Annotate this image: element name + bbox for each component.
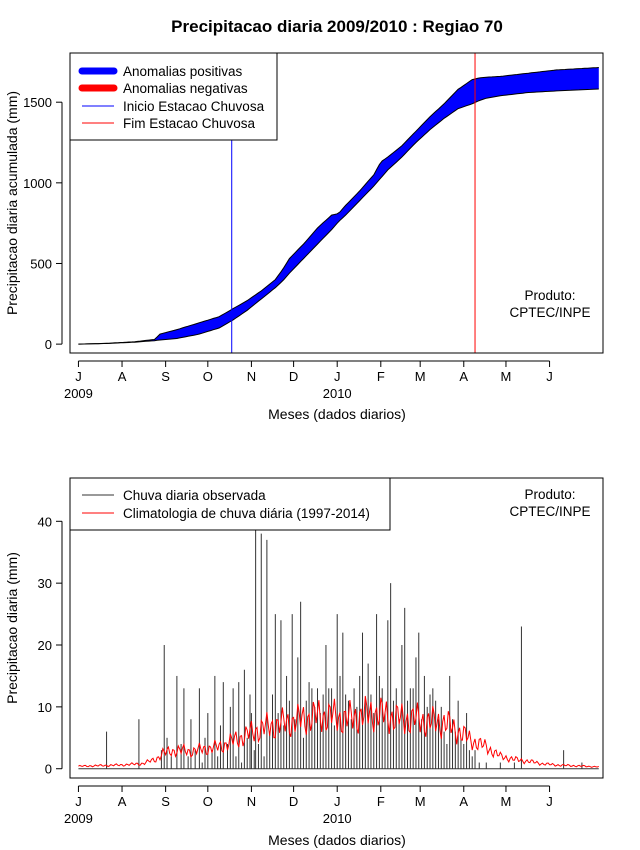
bottom-y-tick-label: 20 — [38, 638, 52, 653]
bottom-y-tick-label: 0 — [45, 762, 52, 777]
figure-title: Precipitacao diaria 2009/2010 : Regiao 7… — [171, 17, 503, 36]
bottom-x-tick-label: M — [415, 794, 426, 809]
legend-label-negative: Anomalias negativas — [123, 81, 248, 96]
bottom-x-tick-label: J — [546, 794, 553, 809]
top-y-axis-label: Precipitacao diaria acumulada (mm) — [4, 91, 20, 315]
top-plot-frame — [69, 52, 604, 354]
top-x-tick-label: M — [415, 369, 426, 384]
top-x-tick-label: J — [75, 369, 82, 384]
climatology-accumulated-line — [78, 88, 599, 345]
top-product-label-line1: Produto: — [524, 288, 575, 303]
bottom-legend-box — [69, 477, 391, 531]
bottom-x-tick-label: J — [334, 794, 341, 809]
bottom-y-axis-label: Precipitacao diaria (mm) — [4, 552, 20, 704]
bottom-x-tick-label: J — [75, 794, 82, 809]
bottom-x-tick-label: F — [377, 794, 385, 809]
bottom-year-label: 2010 — [323, 811, 352, 826]
top-y-tick-label: 1000 — [23, 176, 52, 191]
top-y-tick-label: 0 — [45, 337, 52, 352]
bottom-x-axis-label: Meses (dados diarios) — [268, 832, 406, 848]
top-x-tick-label: N — [247, 369, 256, 384]
top-chart: J A S O N D J F M A M J 2009 2010 0 500 1000 1500 Meses … — [4, 52, 604, 422]
bottom-x-tick-label: A — [459, 794, 468, 809]
bottom-x-tick-label: M — [501, 794, 512, 809]
bottom-product-label-line2: CPTEC/INPE — [509, 504, 590, 519]
top-y-tick-label: 500 — [30, 256, 52, 271]
bottom-x-tick-label: D — [289, 794, 298, 809]
top-year-label: 2009 — [64, 386, 93, 401]
legend-label-climatology: Climatologia de chuva diária (1997-2014) — [123, 506, 370, 521]
bottom-y-tick-label: 30 — [38, 576, 52, 591]
bottom-x-tick-label: O — [203, 794, 213, 809]
climatology-daily-line — [78, 695, 599, 768]
top-legend: Anomalias positivas Anomalias negativas … — [69, 52, 278, 141]
legend-label-start-season: Inicio Estacao Chuvosa — [123, 99, 265, 114]
top-x-tick-label: S — [161, 369, 170, 384]
observed-accumulated-line — [78, 67, 599, 345]
top-x-tick-label: F — [377, 369, 385, 384]
top-x-tick-label: J — [334, 369, 341, 384]
bottom-x-tick-label: N — [247, 794, 256, 809]
top-x-tick-label: A — [459, 369, 468, 384]
bottom-product-label-line1: Produto: — [524, 487, 575, 502]
top-year-label: 2010 — [323, 386, 352, 401]
legend-label-positive: Anomalias positivas — [123, 64, 243, 79]
top-y-tick-label: 1500 — [23, 95, 52, 110]
top-x-tick-label: O — [203, 369, 213, 384]
top-x-tick-label: A — [118, 369, 127, 384]
top-x-tick-label: M — [501, 369, 512, 384]
bottom-y-tick-label: 40 — [38, 514, 52, 529]
top-x-tick-label: D — [289, 369, 298, 384]
bottom-x-tick-label: A — [118, 794, 127, 809]
top-x-tick-label: J — [546, 369, 553, 384]
bottom-y-tick-label: 10 — [38, 700, 52, 715]
legend-label-observed: Chuva diaria observada — [123, 488, 266, 503]
bottom-x-tick-label: S — [161, 794, 170, 809]
top-x-axis-label: Meses (dados diarios) — [268, 406, 406, 422]
top-product-label-line2: CPTEC/INPE — [509, 305, 590, 320]
bottom-year-label: 2009 — [64, 811, 93, 826]
legend-label-end-season: Fim Estacao Chuvosa — [123, 116, 256, 131]
bottom-legend: Chuva diaria observada Climatologia de c… — [69, 477, 391, 531]
bottom-chart: J A S O N D J F M A M J 2009 2010 0 10 20 30 40 Meses (da… — [4, 477, 604, 848]
